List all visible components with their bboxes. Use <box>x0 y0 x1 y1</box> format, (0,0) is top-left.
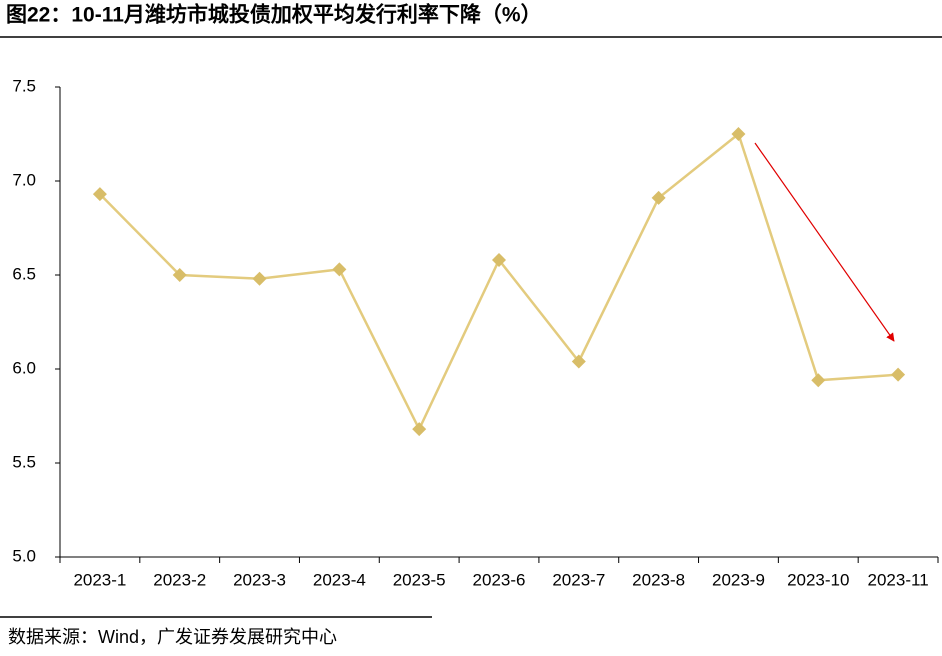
y-tick-label: 5.5 <box>12 452 36 471</box>
chart-title: 图22：10-11月潍坊市城投债加权平均发行利率下降（%） <box>6 3 542 27</box>
data-point <box>172 268 187 282</box>
x-tick-label: 2023-11 <box>868 570 929 589</box>
data-point <box>492 252 506 267</box>
series-line <box>99 131 899 433</box>
x-tick-label: 2023-2 <box>153 570 206 589</box>
data-point <box>891 367 906 382</box>
y-tick-label: 6.5 <box>12 264 36 283</box>
x-tick-label: 2023-9 <box>712 570 765 589</box>
x-tick-label: 2023-3 <box>233 570 286 589</box>
y-tick-label: 5.0 <box>12 546 36 565</box>
data-point <box>412 422 427 437</box>
data-point <box>571 354 586 369</box>
x-tick-label: 2023-10 <box>787 570 849 589</box>
x-tick-label: 2023-7 <box>552 570 605 589</box>
data-point <box>731 127 746 141</box>
y-tick-label: 7.5 <box>12 76 36 95</box>
x-tick-label: 2023-4 <box>313 570 366 589</box>
data-point <box>811 373 826 388</box>
source: 数据来源：Wind，广发证券发展研究中心 <box>8 627 337 647</box>
x-tick-label: 2023-1 <box>73 570 126 589</box>
y-tick-label: 6.0 <box>12 358 36 377</box>
data-point <box>651 190 666 205</box>
x-tick-label: 2023-8 <box>632 570 685 589</box>
data-point <box>332 262 347 277</box>
trend-arrow <box>754 142 895 342</box>
x-tick-label: 2023-6 <box>473 570 526 589</box>
data-point <box>252 271 267 286</box>
y-tick-label: 7.0 <box>12 170 36 189</box>
data-point <box>92 187 107 202</box>
x-tick-label: 2023-5 <box>393 570 446 589</box>
